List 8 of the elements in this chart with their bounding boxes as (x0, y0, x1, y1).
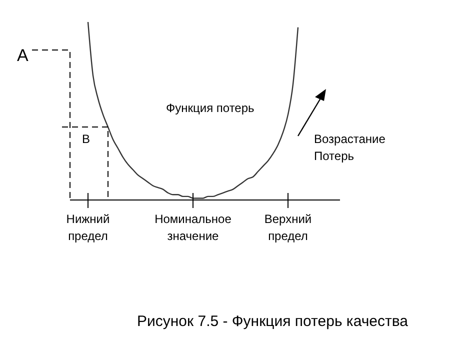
text: A (17, 46, 28, 65)
text: Рисунок 7.5 - Функция потерь качества (136, 313, 408, 330)
x-tick-label: Нижний предел (66, 212, 110, 243)
x-tick-label: Верхний предел (264, 212, 312, 243)
annotation: B (82, 132, 90, 146)
x-tick-label: Номинальное значение (154, 212, 232, 243)
annotation: Функция потерь (166, 101, 254, 115)
text: Возрастание Потерь (314, 132, 386, 163)
